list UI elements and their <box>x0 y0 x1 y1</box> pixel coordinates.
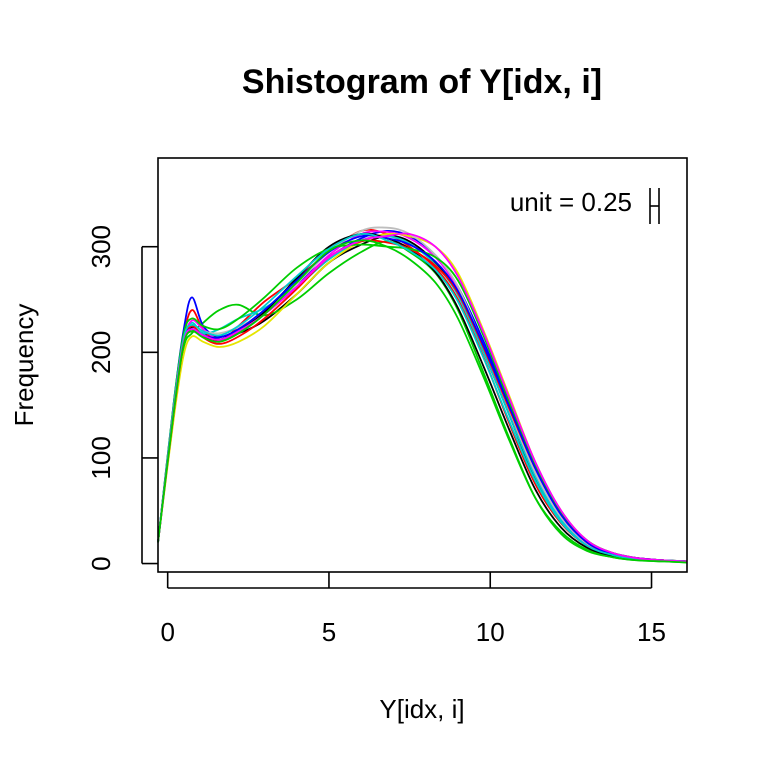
x-tick-label: 5 <box>322 617 336 647</box>
series-line-6 <box>157 230 688 563</box>
x-tick-label: 15 <box>637 617 666 647</box>
x-axis-ticks: 0 5 10 15 <box>160 572 666 647</box>
chart-title: Shistogram of Y[idx, i] <box>242 63 602 101</box>
series-line-10 <box>157 239 688 563</box>
series-line-13 <box>157 232 688 563</box>
series-line-12 <box>157 234 688 563</box>
y-tick-label: 200 <box>86 331 116 374</box>
unit-annotation: unit = 0.25 <box>510 187 632 217</box>
x-axis-label: Y[idx, i] <box>379 694 464 724</box>
y-tick-label: 300 <box>86 225 116 268</box>
series-line-2 <box>157 228 688 563</box>
x-tick-label: 10 <box>476 617 505 647</box>
series-line-8 <box>157 226 688 563</box>
series-line-14 <box>157 232 688 563</box>
y-tick-label: 0 <box>86 556 116 570</box>
plot-box <box>157 157 688 573</box>
series-group <box>157 226 688 564</box>
x-tick-label: 0 <box>160 617 174 647</box>
y-axis-label: Frequency <box>9 304 39 427</box>
series-line-9 <box>157 232 688 563</box>
y-tick-label: 100 <box>86 436 116 479</box>
y-axis-ticks: 0 100 200 300 <box>86 225 158 571</box>
series-line-11 <box>157 243 688 563</box>
unit-bracket-icon <box>649 188 660 224</box>
series-line-5 <box>157 235 688 563</box>
series-line-3 <box>157 240 688 564</box>
series-line-1 <box>157 235 688 563</box>
series-line-7 <box>157 232 688 563</box>
series-line-4 <box>157 229 688 563</box>
series-line-15 <box>157 239 688 564</box>
